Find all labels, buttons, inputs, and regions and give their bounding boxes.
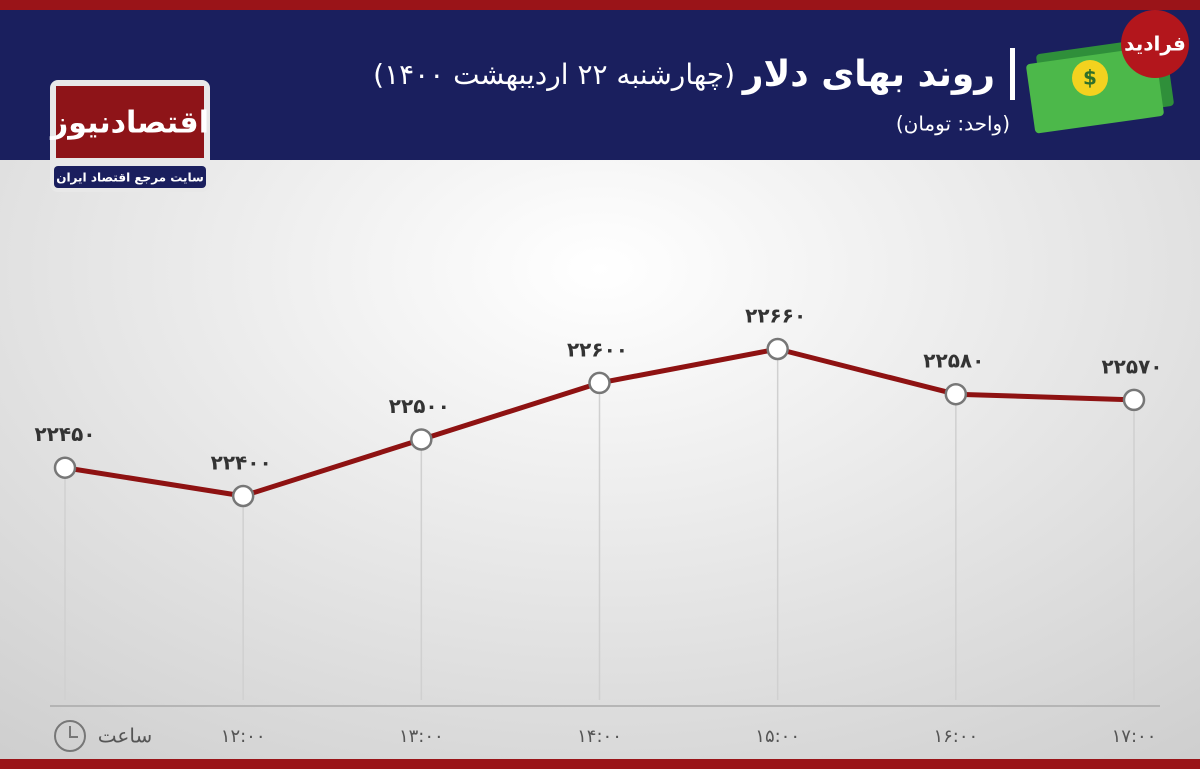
logo-text: اقتصادنیوز bbox=[49, 106, 209, 141]
point bbox=[944, 382, 968, 406]
point bbox=[1122, 388, 1146, 412]
value-label: ۲۲۶۰۰ bbox=[567, 337, 628, 361]
value-label: ۲۲۵۷۰ bbox=[1101, 354, 1162, 378]
value-label: ۲۲۵۸۰ bbox=[923, 349, 984, 373]
x-tick-label: ۱۴:۰۰ bbox=[577, 726, 622, 747]
top-stripe bbox=[0, 0, 1200, 10]
clock-hands bbox=[69, 726, 78, 738]
logo-tagline: سایت مرجع اقتصاد ایران bbox=[56, 171, 204, 185]
x-axis-label: ساعت bbox=[98, 724, 152, 748]
svg-text:$: $ bbox=[1083, 66, 1097, 90]
x-tick-label: ۱۶:۰۰ bbox=[933, 726, 978, 747]
bottom-stripe bbox=[0, 759, 1200, 769]
title-divider bbox=[1010, 48, 1015, 100]
x-tick-label: ۱۵:۰۰ bbox=[755, 726, 800, 747]
x-tick-label: ۱۲:۰۰ bbox=[221, 726, 266, 747]
x-tick-label: ۱۷:۰۰ bbox=[1112, 726, 1157, 747]
chart-title: روند بهای دلار bbox=[741, 54, 995, 95]
value-label: ۲۲۴۵۰ bbox=[34, 422, 95, 446]
value-label: ۲۲۶۶۰ bbox=[745, 304, 806, 328]
unit-note: (واحد: تومان) bbox=[896, 112, 1010, 136]
logo-box bbox=[56, 86, 204, 158]
x-tick-label: ۱۳:۰۰ bbox=[399, 726, 444, 747]
point bbox=[766, 337, 789, 361]
point bbox=[53, 456, 77, 479]
clock-icon bbox=[54, 720, 86, 752]
plot: ۲۲۴۵۰ ۲۲۴۰۰ ۱۲:۰۰ ۲۲۵۰۰ ۱۳:۰۰ ۲۲۶۰۰ ۱۴:۰۰ ۲۲۶۶۰… bbox=[34, 304, 1162, 748]
badge-circle bbox=[1121, 10, 1189, 78]
chart-subtitle: (چهارشنبه ۲۲ اردیبهشت ۱۴۰۰) bbox=[373, 58, 735, 91]
point bbox=[410, 428, 433, 451]
point bbox=[588, 371, 611, 395]
point bbox=[231, 484, 255, 508]
tagline-box bbox=[54, 166, 206, 188]
badge-text: فرادید bbox=[1124, 32, 1186, 56]
value-label: ۲۲۴۰۰ bbox=[211, 451, 272, 475]
value-label: ۲۲۵۰۰ bbox=[389, 394, 450, 418]
